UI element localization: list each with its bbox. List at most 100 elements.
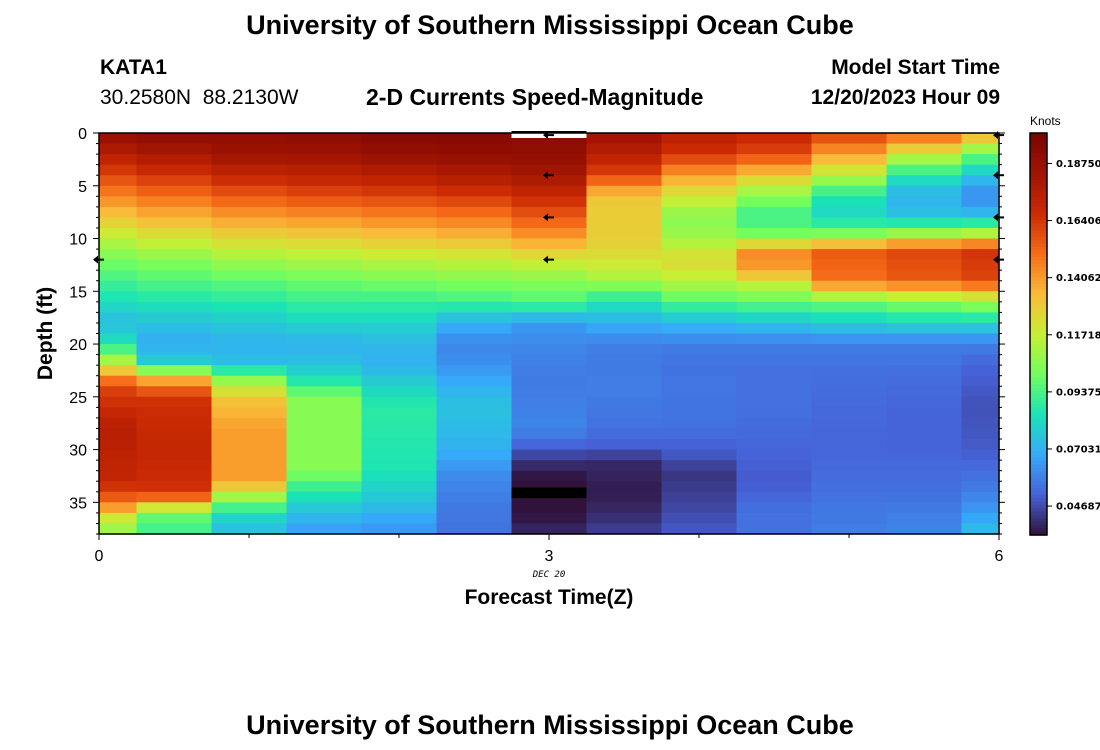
heatmap-cell [586, 354, 663, 366]
heatmap-cell [136, 312, 213, 324]
heatmap-cell [361, 439, 438, 451]
heatmap-cell [961, 481, 1000, 493]
heatmap-cell [661, 491, 738, 503]
heatmap-cell [99, 523, 138, 535]
heatmap-cell [886, 439, 963, 451]
colorbar-strip [1030, 203, 1047, 208]
heatmap-cell [361, 512, 438, 525]
heatmap-cell [211, 143, 288, 155]
heatmap-cell [436, 143, 513, 155]
heatmap-cell [811, 227, 888, 240]
heatmap-cell [811, 206, 888, 219]
heatmap-cell [736, 396, 813, 408]
heatmap-cell [211, 386, 288, 398]
heatmap-cell [436, 460, 513, 472]
heatmap-cell [436, 227, 513, 240]
heatmap-cell [511, 344, 588, 356]
heatmap-cell [361, 502, 438, 514]
heatmap-cell [586, 386, 663, 398]
colorbar-strip [1030, 488, 1047, 493]
heatmap-cell [286, 386, 363, 398]
heatmap-cell [811, 133, 888, 145]
heatmap-cell [361, 375, 438, 387]
heatmap-cell [661, 164, 738, 176]
heatmap-cell [136, 238, 213, 250]
x-tick-label: 6 [995, 548, 1004, 565]
colorbar-strip [1030, 344, 1047, 348]
heatmap-cell [886, 259, 963, 271]
colorbar-strip [1030, 461, 1047, 466]
heatmap-cell [811, 249, 888, 261]
colorbar-strip [1030, 421, 1047, 426]
y-tick-label: 10 [69, 232, 87, 249]
heatmap-cell [99, 428, 138, 440]
heatmap-cell [961, 449, 1000, 461]
heatmap-cell [136, 291, 213, 303]
heatmap-cell [211, 259, 288, 271]
colorbar-strip [1030, 226, 1047, 231]
colorbar-strip [1030, 270, 1047, 275]
heatmap-cell [211, 491, 288, 503]
colorbar-strip [1030, 454, 1047, 459]
heatmap-cell [286, 238, 363, 250]
heatmap-cell [361, 354, 438, 366]
colorbar-tick-label: 0.04687 [1056, 502, 1100, 513]
heatmap-cell [511, 407, 588, 419]
heatmap-cell [661, 291, 738, 303]
heatmap-cell [361, 185, 438, 197]
heatmap-cell [811, 439, 888, 451]
colorbar-strip [1030, 521, 1047, 526]
footer-title: University of Southern Mississippi Ocean… [246, 710, 854, 740]
heatmap-cell [361, 449, 438, 461]
y-axis-label: Depth (ft) [34, 287, 57, 380]
heatmap-cell [886, 217, 963, 229]
colorbar-strip [1030, 176, 1047, 181]
colorbar-strip [1030, 200, 1047, 204]
heatmap-cell [99, 512, 138, 525]
colorbar-strip [1030, 149, 1047, 154]
colorbar-strip [1030, 236, 1047, 241]
heatmap-cell [286, 333, 363, 345]
heatmap-cell [99, 460, 138, 472]
colorbar-strip [1030, 300, 1047, 305]
heatmap-cell [886, 291, 963, 303]
heatmap-cell [886, 249, 963, 261]
heatmap-cell [886, 322, 963, 335]
current-arrow [543, 171, 554, 180]
heatmap-cell [511, 439, 588, 451]
heatmap-cell [511, 301, 588, 313]
heatmap-cell [811, 354, 888, 366]
heatmap-cell [661, 439, 738, 451]
heatmap-cell [961, 227, 1000, 240]
heatmap-cell [586, 512, 663, 525]
heatmap-cell [511, 417, 588, 430]
heatmap-cell [511, 259, 588, 271]
colorbar-strip [1030, 273, 1047, 278]
heatmap-cell [811, 196, 888, 208]
heatmap-cell [99, 185, 138, 197]
colorbar-strip [1030, 380, 1047, 385]
colorbar-tick-label: 0.18750 [1056, 159, 1100, 170]
heatmap-cell [211, 417, 288, 430]
heatmap-cell [736, 386, 813, 398]
heatmap-cell [436, 481, 513, 493]
heatmap-cell [286, 196, 363, 208]
colorbar-strip [1030, 189, 1047, 194]
heatmap-cell [736, 175, 813, 187]
heatmap-cell [736, 249, 813, 261]
heatmap-cell [736, 502, 813, 514]
colorbar-strip [1030, 183, 1047, 188]
heatmap-cell [136, 196, 213, 208]
heatmap-cell [99, 322, 138, 335]
heatmap-cell [286, 417, 363, 430]
heatmap-cell [99, 280, 138, 292]
heatmap-cell [136, 481, 213, 493]
colorbar-strip [1030, 166, 1047, 171]
heatmap-cell [886, 280, 963, 292]
heatmap-cell [99, 270, 138, 282]
y-tick-label: 20 [69, 337, 87, 354]
heatmap-cell [586, 238, 663, 250]
heatmap-cell [511, 175, 588, 187]
heatmap-cell [661, 185, 738, 197]
heatmap-cell [286, 270, 363, 282]
